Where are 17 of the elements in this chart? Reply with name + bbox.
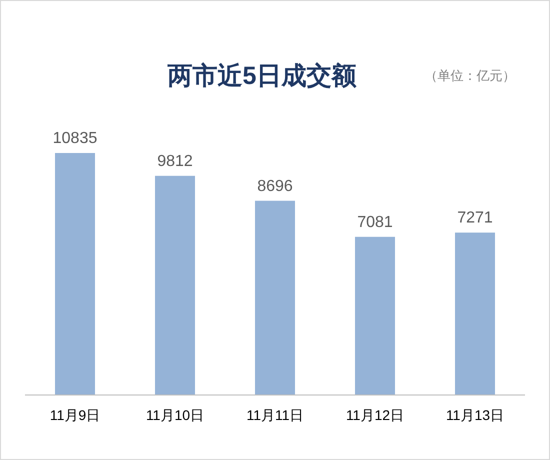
x-tick-label: 11月13日 bbox=[446, 407, 504, 423]
bar bbox=[355, 236, 395, 395]
data-label: 10835 bbox=[52, 130, 98, 147]
chart-title: 两市近5日成交额 bbox=[166, 62, 358, 90]
bar bbox=[55, 153, 95, 395]
x-tick-label: 11月11日 bbox=[246, 407, 304, 423]
x-tick-label: 11月12日 bbox=[346, 407, 404, 423]
data-label: 7081 bbox=[357, 214, 393, 231]
bar bbox=[155, 176, 195, 395]
data-label: 7271 bbox=[457, 210, 493, 227]
data-label: 8696 bbox=[257, 178, 293, 195]
text: （单位：亿元） bbox=[424, 68, 516, 83]
bar bbox=[255, 200, 295, 395]
bar bbox=[455, 232, 495, 395]
x-tick-label: 11月9日 bbox=[50, 407, 100, 423]
data-label: 9812 bbox=[157, 152, 193, 170]
x-tick-label: 11月10日 bbox=[146, 407, 204, 423]
